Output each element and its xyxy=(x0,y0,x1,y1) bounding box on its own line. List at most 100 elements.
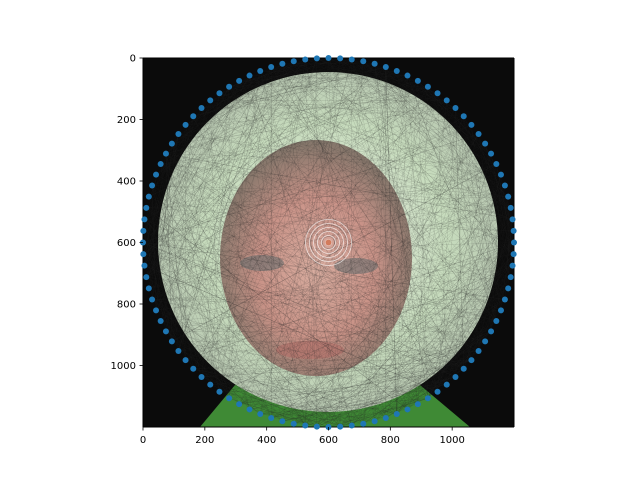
thread-line xyxy=(144,242,230,399)
thread-line xyxy=(160,116,464,165)
thread-line xyxy=(178,288,509,352)
thread-line xyxy=(144,66,272,231)
left-eye xyxy=(240,255,284,271)
thread-line xyxy=(219,93,505,186)
thread-line xyxy=(293,174,502,424)
thread-line xyxy=(155,59,306,175)
thread-line xyxy=(396,70,447,385)
thread-line xyxy=(396,276,511,415)
thread-line xyxy=(374,63,486,342)
thread-line xyxy=(148,288,194,369)
center-ring xyxy=(305,219,352,266)
y-tick-label: 400 xyxy=(117,177,136,188)
thread-line xyxy=(152,185,456,378)
thread-line xyxy=(374,299,506,422)
thread-line xyxy=(239,265,513,405)
thread-line xyxy=(185,242,513,361)
thread-line xyxy=(151,185,202,378)
thread-line xyxy=(201,107,472,361)
thread-line xyxy=(185,58,317,126)
thread-line xyxy=(171,58,329,144)
thread-line xyxy=(178,59,352,135)
thread-line xyxy=(146,86,428,209)
thread-line xyxy=(228,80,418,399)
thread-line xyxy=(201,66,386,109)
thread-line xyxy=(293,143,486,424)
thread-line xyxy=(407,350,479,410)
thread-line xyxy=(249,185,506,410)
thread-line xyxy=(144,219,261,415)
pin-point xyxy=(141,262,148,269)
thread-line xyxy=(165,153,230,399)
thread-line xyxy=(165,153,418,405)
thread-line xyxy=(165,153,186,361)
thread-line xyxy=(316,350,479,427)
center-ring xyxy=(309,223,348,262)
thread-line xyxy=(160,163,511,209)
thread-line xyxy=(490,174,502,332)
thread-line xyxy=(328,58,438,392)
thread-line xyxy=(340,58,472,361)
thread-line xyxy=(144,253,492,332)
thread-line xyxy=(146,207,408,410)
thread-line xyxy=(185,360,261,415)
pin-point xyxy=(507,204,514,211)
thread-line xyxy=(146,107,456,278)
thread-line xyxy=(239,341,486,405)
thread-line xyxy=(363,93,438,424)
thread-line xyxy=(374,63,492,154)
pin-point xyxy=(497,307,504,314)
thread-line xyxy=(293,409,408,424)
thread-line xyxy=(427,242,513,399)
thread-line xyxy=(229,75,408,87)
thread-line xyxy=(385,276,511,419)
thread-line xyxy=(471,124,492,332)
thread-line xyxy=(148,185,505,289)
thread-line xyxy=(271,66,513,255)
thread-line xyxy=(201,359,472,378)
thread-line xyxy=(178,133,509,289)
thread-line xyxy=(171,143,250,410)
thread-line xyxy=(146,196,509,209)
thread-line xyxy=(160,163,486,342)
thread-line xyxy=(160,163,329,427)
thread-line xyxy=(152,86,428,186)
thread-line xyxy=(178,59,306,351)
thread-line xyxy=(407,75,497,322)
thread-line xyxy=(146,59,352,278)
thread-line xyxy=(305,299,505,426)
thread-line xyxy=(171,143,220,392)
thread-line xyxy=(249,75,506,300)
pin-point xyxy=(182,121,189,128)
thread-line xyxy=(260,413,386,419)
thread-line xyxy=(155,143,173,311)
thread-line xyxy=(144,80,240,266)
thread-line xyxy=(210,58,317,385)
thread-line xyxy=(155,174,464,369)
thread-line xyxy=(178,93,220,351)
thread-line xyxy=(271,70,397,419)
thread-line xyxy=(219,80,418,392)
thread-line xyxy=(185,80,418,361)
x-tick-label: 200 xyxy=(195,435,214,446)
thread-line xyxy=(239,80,506,300)
thread-line xyxy=(146,61,294,278)
thread-line xyxy=(155,58,329,311)
thread-line xyxy=(305,376,456,426)
thread-line xyxy=(210,384,306,426)
thread-line xyxy=(228,75,250,399)
pin-point xyxy=(198,105,205,112)
thread-line xyxy=(228,86,418,405)
thread-line xyxy=(210,384,317,427)
pin-point xyxy=(475,131,482,138)
thread-line xyxy=(152,299,501,311)
thread-line xyxy=(305,153,492,426)
thread-line xyxy=(193,116,329,427)
thread-line xyxy=(328,58,511,209)
thread-line xyxy=(437,93,502,175)
thread-line xyxy=(340,58,513,220)
thread-line xyxy=(146,66,272,278)
thread-line xyxy=(210,100,352,426)
thread-line xyxy=(144,66,386,255)
thread-line xyxy=(148,196,511,278)
